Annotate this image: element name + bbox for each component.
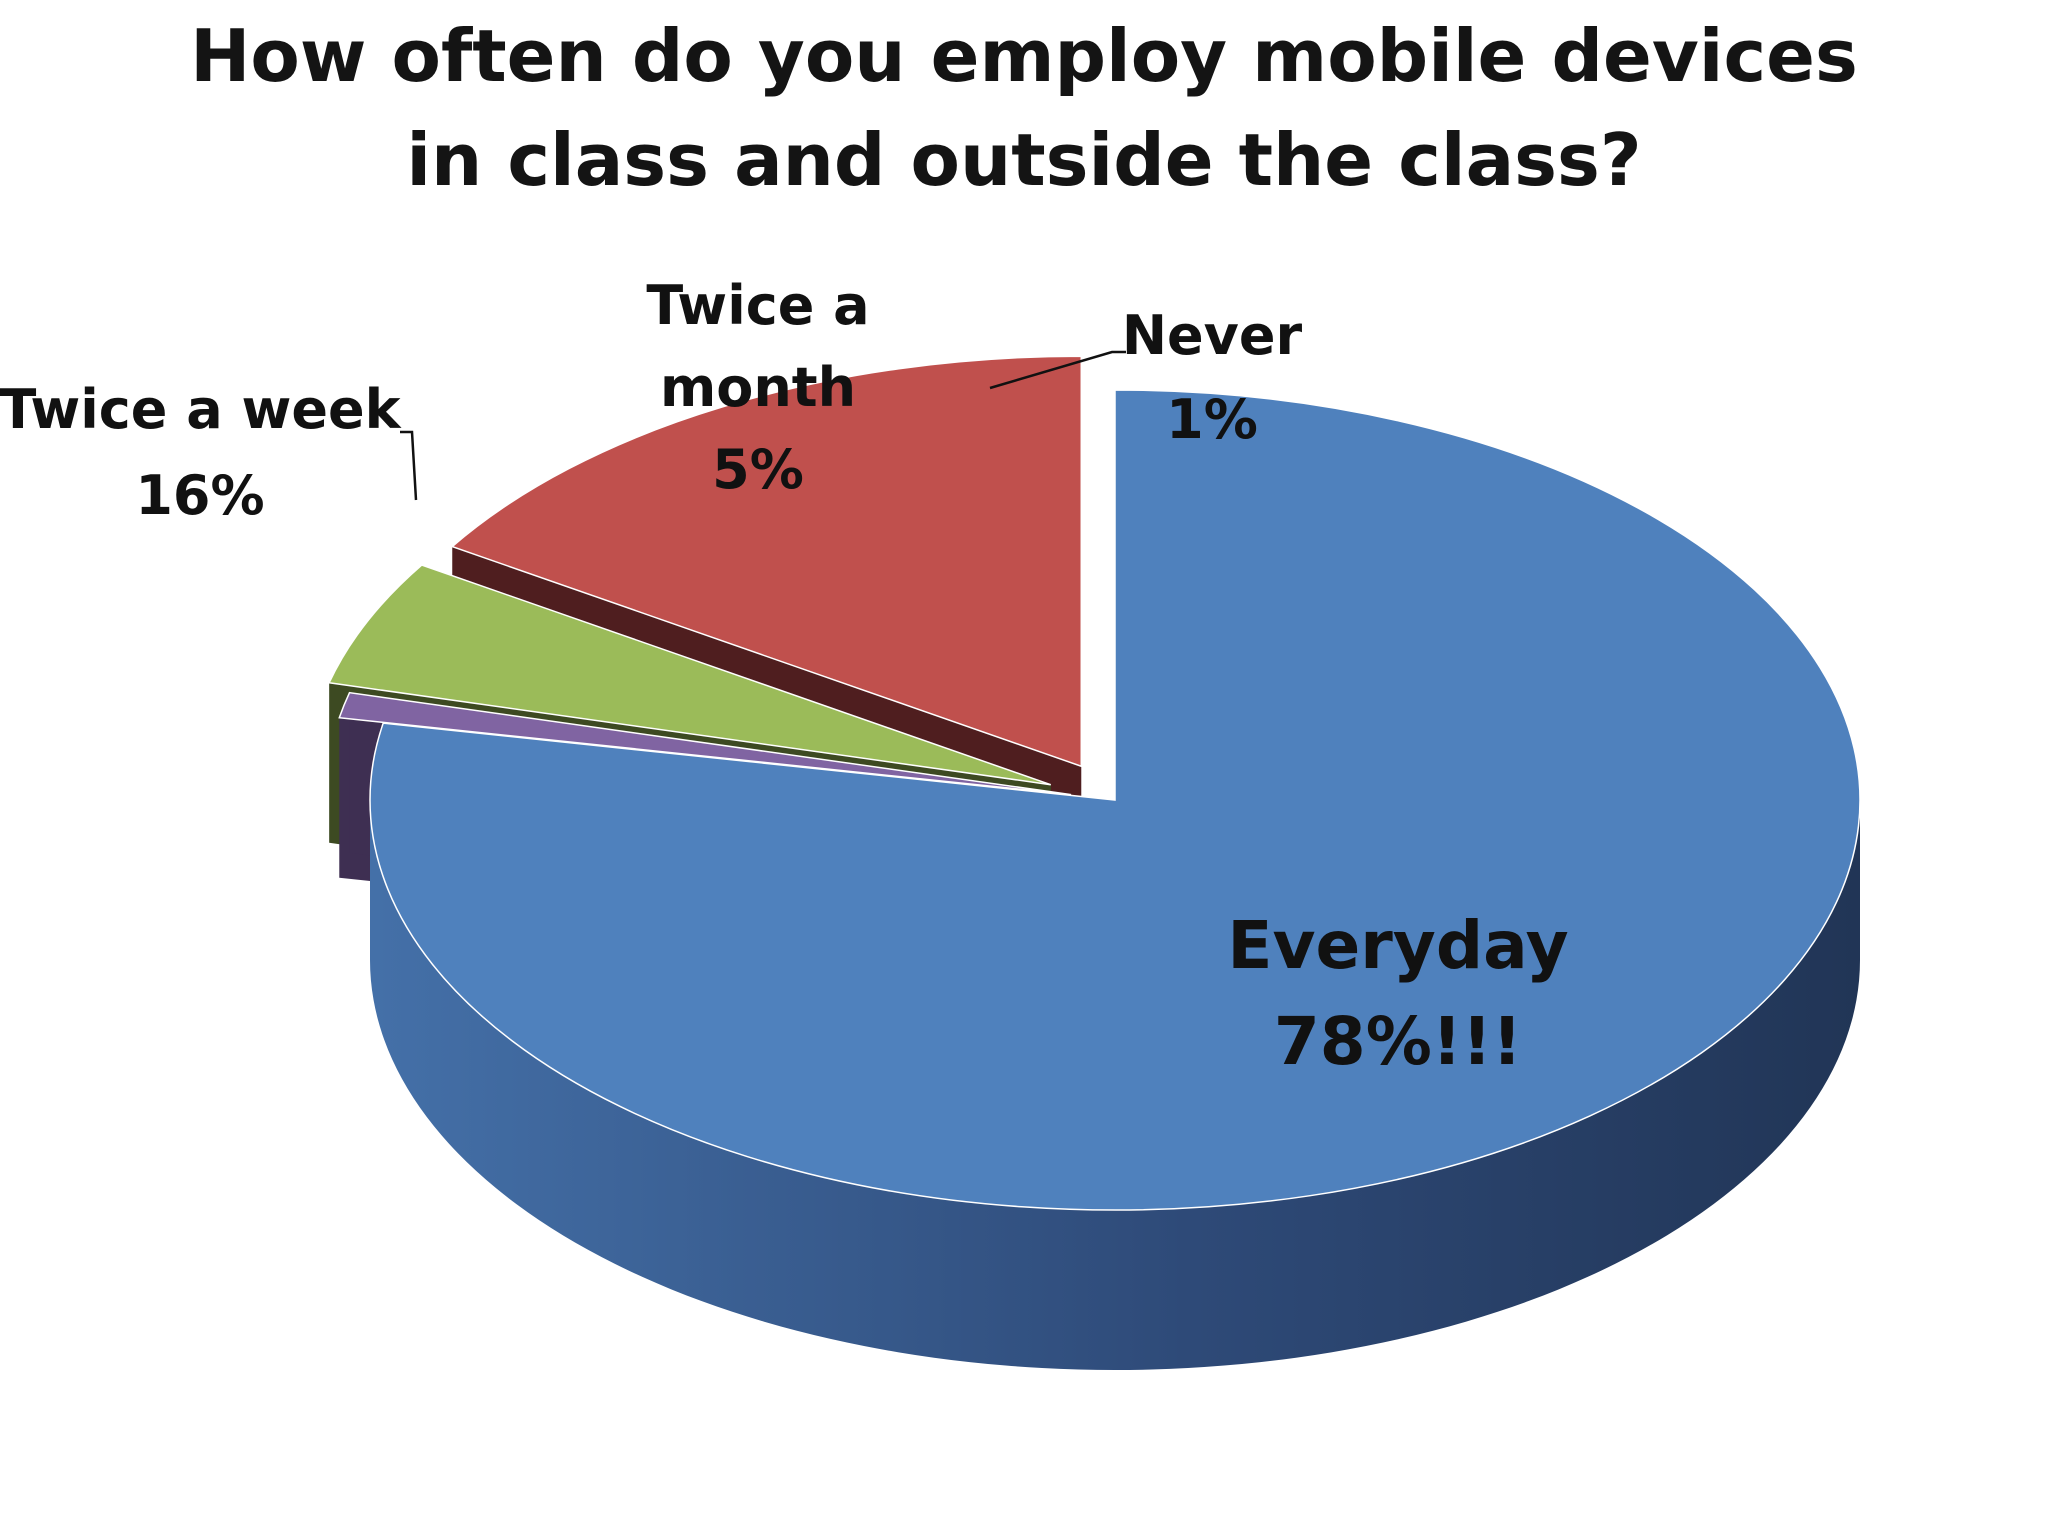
pie-slice-twice-a-month-top — [328, 564, 1052, 786]
pie-slice-everyday — [369, 389, 1861, 1370]
label-twice-a-month: Twice a month 5% — [646, 274, 869, 501]
pie-slice-everyday-top — [369, 389, 1861, 1211]
pie-slices — [328, 355, 1861, 1370]
label-everyday-value: 78%!!! — [1274, 1003, 1522, 1080]
label-twice-a-month-line-2: month — [660, 356, 856, 419]
chart-title-line-1: How often do you employ mobile devices — [190, 14, 1858, 98]
chart-title: How often do you employ mobile devices i… — [0, 4, 2048, 212]
label-twice-a-week-name: Twice a week — [0, 378, 402, 441]
label-twice-a-month-line-1: Twice a — [646, 274, 869, 337]
label-everyday: Everyday 78%!!! — [1227, 907, 1568, 1080]
pie-slice-twice-a-week-top — [450, 355, 1083, 768]
label-everyday-name: Everyday — [1227, 907, 1568, 984]
leader-line-twice-a-week — [400, 430, 418, 501]
label-twice-a-month-value: 5% — [712, 438, 804, 501]
pie-slice-everyday-outer-side — [370, 800, 1860, 1370]
leader-line-never — [989, 350, 1126, 390]
label-never-value: 1% — [1166, 388, 1258, 451]
label-never-name: Never — [1122, 304, 1303, 367]
chart-title-line-2: in class and outside the class? — [406, 118, 1642, 202]
pie-slice-never-top — [338, 691, 1072, 796]
label-twice-a-week: Twice a week 16% — [0, 378, 402, 527]
label-twice-a-week-value: 16% — [135, 464, 264, 527]
label-never: Never 1% — [1122, 304, 1303, 451]
